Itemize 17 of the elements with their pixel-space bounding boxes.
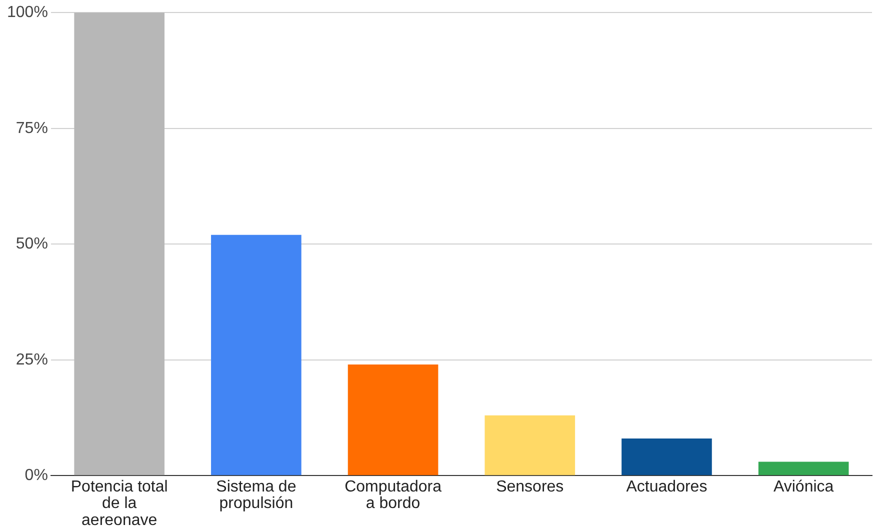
x-tick-label: Aviónica (773, 478, 834, 496)
y-tick-label: 100% (7, 4, 48, 22)
x-tick-label: Computadora a bordo (344, 478, 442, 512)
x-tick-label: Sensores (496, 478, 564, 496)
bar (348, 364, 438, 476)
y-tick-label: 0% (24, 467, 48, 484)
x-tick-label: Potencia total de la aereonave (70, 478, 168, 530)
bar (622, 438, 712, 476)
x-tick-label: Actuadores (626, 478, 708, 496)
y-tick-label: 25% (16, 351, 48, 368)
bar (74, 12, 165, 476)
bar (211, 234, 302, 476)
y-tick-label: 50% (16, 236, 48, 253)
x-tick-label: Sistema de propulsión (216, 478, 296, 512)
y-tick-label: 75% (16, 120, 48, 137)
bar (758, 462, 849, 476)
bar (484, 415, 576, 476)
